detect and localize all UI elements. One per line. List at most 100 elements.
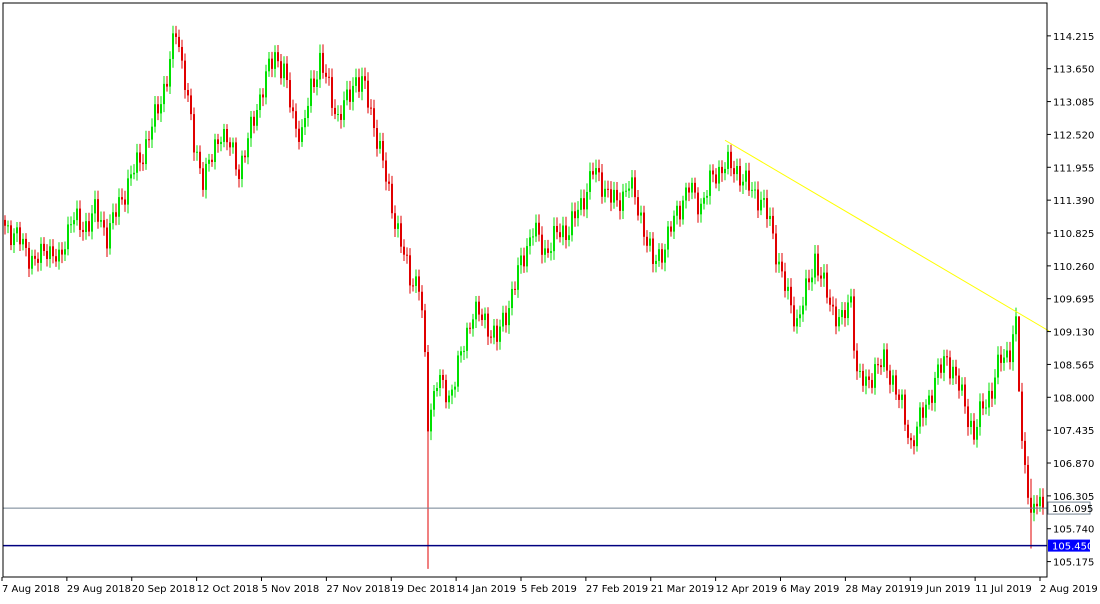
candle (955, 359, 957, 385)
candle (397, 215, 399, 238)
candle-body (136, 152, 138, 173)
candle-body (127, 178, 129, 205)
candle (202, 162, 204, 197)
candle-body (760, 199, 762, 211)
candle-body (70, 224, 72, 226)
candle-body (220, 141, 222, 145)
candle (376, 119, 378, 157)
candle-body (370, 107, 372, 109)
candle-body (1021, 391, 1023, 441)
y-tick-label: 110.825 (1053, 229, 1094, 240)
candle-body (706, 195, 708, 198)
candle-body (892, 375, 894, 385)
candle (424, 303, 426, 357)
candle (670, 221, 672, 237)
candle (487, 307, 489, 346)
candle-body (922, 407, 924, 418)
candle-body (76, 208, 78, 221)
candle (490, 330, 492, 344)
candle-body (547, 248, 549, 253)
candle-body (604, 188, 606, 197)
candle (829, 289, 831, 312)
candle-body (1024, 440, 1026, 465)
candle-body (82, 229, 84, 233)
candle-body (883, 349, 885, 368)
x-tick-label: 19 Jun 2019 (910, 584, 970, 595)
candle (616, 181, 618, 207)
candle (244, 150, 246, 163)
candle-body (586, 191, 588, 210)
candle (709, 164, 711, 205)
x-tick-label: 11 Jul 2019 (975, 584, 1032, 595)
candle-body (316, 79, 318, 88)
y-tick-label: 114.215 (1053, 32, 1094, 43)
candle-body (634, 177, 636, 198)
candle (772, 207, 774, 240)
candle-body (313, 78, 315, 88)
candle (457, 350, 459, 392)
candle (109, 214, 111, 255)
candle-body (802, 305, 804, 315)
candle-body (592, 171, 594, 175)
candle-body (859, 370, 861, 372)
time-axis: 7 Aug 2018 29 Aug 2018 20 Sep 2018 12 Oct 2… (1, 577, 1098, 595)
candle (796, 309, 798, 334)
candle (586, 183, 588, 219)
candle-body (241, 155, 243, 180)
candle (601, 164, 603, 204)
candle-body (46, 250, 48, 259)
candle (718, 160, 720, 192)
candle-body (844, 310, 846, 319)
candle (292, 99, 294, 119)
plot-frame (2, 2, 1048, 578)
candle-body (274, 52, 276, 69)
candle-body (697, 192, 699, 215)
candle-body (256, 110, 258, 126)
candle (952, 359, 954, 385)
candle-body (556, 225, 558, 233)
candle-body (154, 104, 156, 127)
candle-body (238, 169, 240, 180)
x-tick-label: 7 Aug 2018 (2, 584, 60, 595)
candle (826, 264, 828, 304)
candle-body (568, 235, 570, 240)
support-price-badge (1048, 539, 1090, 552)
candle-body (427, 352, 429, 432)
candle (514, 281, 516, 295)
candle-body (832, 304, 834, 307)
candle-body (685, 187, 687, 201)
candle (322, 44, 324, 79)
candle (883, 343, 885, 372)
candle (406, 247, 408, 264)
candle-body (466, 327, 468, 351)
candle (475, 296, 477, 328)
candle-body (769, 215, 771, 220)
candle (391, 175, 393, 219)
candle-body (460, 351, 462, 356)
y-tick-label: 108.000 (1053, 393, 1094, 404)
candle (913, 435, 915, 455)
x-tick-label: 14 Jan 2019 (456, 584, 516, 595)
candle-body (346, 89, 348, 101)
candle-body (715, 174, 717, 184)
candle-body (937, 364, 939, 378)
candle (1027, 456, 1029, 505)
candle-body (109, 223, 111, 249)
candle-body (28, 247, 30, 269)
candle-body (37, 258, 39, 263)
candle-body (757, 189, 759, 211)
candle-body (151, 126, 153, 140)
candle (436, 382, 438, 397)
candle (442, 369, 444, 389)
candle (559, 223, 561, 243)
candle-body (58, 249, 60, 262)
candle (262, 88, 264, 107)
candle-body (799, 314, 801, 319)
candle (361, 67, 363, 101)
candle (754, 181, 756, 199)
candle-body (514, 288, 516, 290)
candle (790, 278, 792, 314)
candle (238, 164, 240, 188)
